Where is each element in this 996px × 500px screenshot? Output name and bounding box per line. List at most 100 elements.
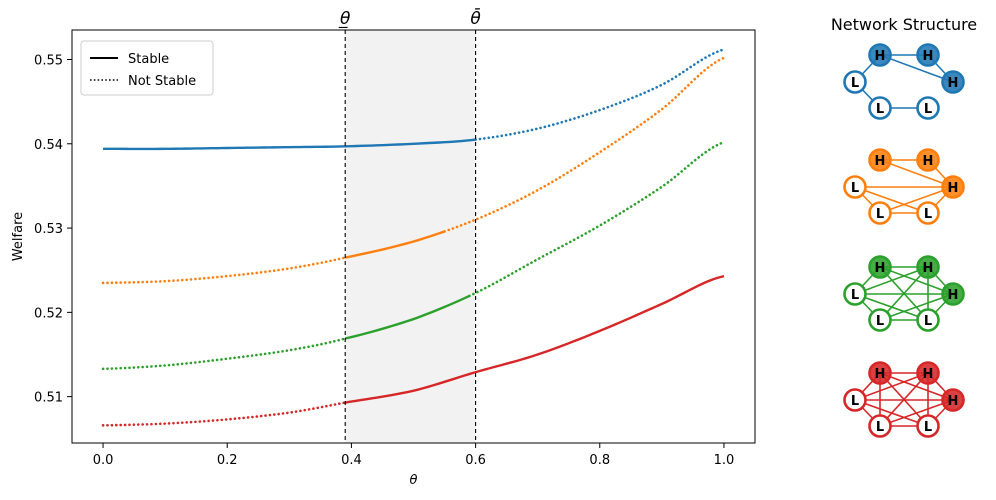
series-3-unstable-segment-1 <box>101 337 347 371</box>
node-label: H <box>875 261 886 276</box>
series-2-stable-segment <box>344 230 445 259</box>
node-label: L <box>876 314 884 329</box>
low-node <box>843 175 867 199</box>
series-1-stable-segment <box>103 138 476 151</box>
series-2-unstable-segment-3 <box>443 56 726 233</box>
series-lines <box>101 48 726 427</box>
network-edge <box>879 399 954 427</box>
high-node <box>941 388 965 412</box>
y-tick-label: 0.52 <box>34 306 63 321</box>
node-label: H <box>923 367 934 382</box>
threshold-shaded-region <box>345 30 476 443</box>
network-edge <box>854 399 929 427</box>
threshold-label-2: θ̄ <box>470 7 481 29</box>
high-node <box>868 148 892 172</box>
node-label: H <box>875 154 886 169</box>
node-label: H <box>948 181 959 196</box>
x-axis-ticks: 0.0 0.2 0.4 0.6 0.8 1.0 <box>93 443 735 468</box>
low-node <box>916 414 940 438</box>
threshold-lines: θ̲ θ̄ <box>338 7 481 443</box>
high-node <box>916 361 940 385</box>
x-tick-label: 0.4 <box>341 453 362 468</box>
legend-not-stable-label: Not Stable <box>128 74 196 89</box>
low-node <box>868 414 892 438</box>
node-label: L <box>876 420 884 435</box>
y-axis-label: Welfare <box>11 212 26 261</box>
high-node <box>941 175 965 199</box>
low-node <box>916 96 940 120</box>
high-node <box>868 361 892 385</box>
low-node <box>868 201 892 225</box>
node-label: L <box>876 102 884 117</box>
node-label: H <box>923 261 934 276</box>
series-4-stable-segment <box>345 274 725 404</box>
series-3-stable-segment <box>344 294 470 340</box>
legend-box <box>80 40 214 96</box>
series-2-unstable-segment-1 <box>101 256 347 285</box>
node-label: H <box>875 367 886 382</box>
x-tick-label: 0.2 <box>217 453 238 468</box>
network-edge <box>854 266 929 295</box>
high-node <box>916 148 940 172</box>
low-node <box>843 282 867 306</box>
node-label: L <box>924 207 932 222</box>
series-1-unstable-segment-2 <box>474 48 726 141</box>
network-edge <box>879 266 929 321</box>
y-tick-label: 0.55 <box>34 54 63 69</box>
x-tick-label: 0.8 <box>589 453 610 468</box>
high-node <box>941 282 965 306</box>
high-node <box>868 43 892 67</box>
y-tick-label: 0.53 <box>34 222 63 237</box>
node-label: L <box>851 288 859 303</box>
low-node <box>868 96 892 120</box>
network-panel-title: Network Structure <box>831 15 977 34</box>
high-node <box>941 70 965 94</box>
series-4-unstable-segment-1 <box>101 401 347 427</box>
node-label: H <box>923 154 934 169</box>
node-label: L <box>851 394 859 409</box>
node-label: L <box>924 102 932 117</box>
network-edge <box>854 186 929 214</box>
y-axis-ticks: 0.51 0.52 0.53 0.54 0.55 <box>34 54 72 406</box>
legend: Stable Not Stable <box>80 40 214 96</box>
network-edge <box>879 159 954 188</box>
network-edge <box>879 54 954 83</box>
threshold-label-1: θ̲ <box>338 9 351 29</box>
low-node <box>868 308 892 332</box>
low-node <box>843 388 867 412</box>
low-node <box>916 308 940 332</box>
x-tick-label: 0.6 <box>465 453 486 468</box>
network-edge <box>854 372 929 401</box>
x-tick-label: 0.0 <box>93 453 114 468</box>
high-node <box>916 255 940 279</box>
node-label: H <box>923 49 934 64</box>
node-label: L <box>924 314 932 329</box>
node-label: L <box>924 420 932 435</box>
high-node <box>916 43 940 67</box>
series-3-unstable-segment-3 <box>468 140 726 298</box>
node-label: H <box>875 49 886 64</box>
legend-stable-label: Stable <box>128 52 169 67</box>
low-node <box>843 70 867 94</box>
x-tick-label: 1.0 <box>714 453 735 468</box>
node-label: H <box>948 394 959 409</box>
axes-frame <box>71 29 756 444</box>
node-label: H <box>948 288 959 303</box>
x-axis-label: θ <box>410 473 418 488</box>
y-tick-label: 0.54 <box>34 138 63 153</box>
low-node <box>916 201 940 225</box>
high-node <box>868 255 892 279</box>
y-tick-label: 0.51 <box>34 391 63 406</box>
node-label: H <box>948 76 959 91</box>
main-plot: θ̲ θ̄ 0.0 0.2 0.4 0.6 0.8 1.0 0.51 0.52 0.53 0.54… <box>11 7 756 488</box>
node-label: L <box>876 207 884 222</box>
node-label: L <box>851 76 859 91</box>
node-label: L <box>851 181 859 196</box>
